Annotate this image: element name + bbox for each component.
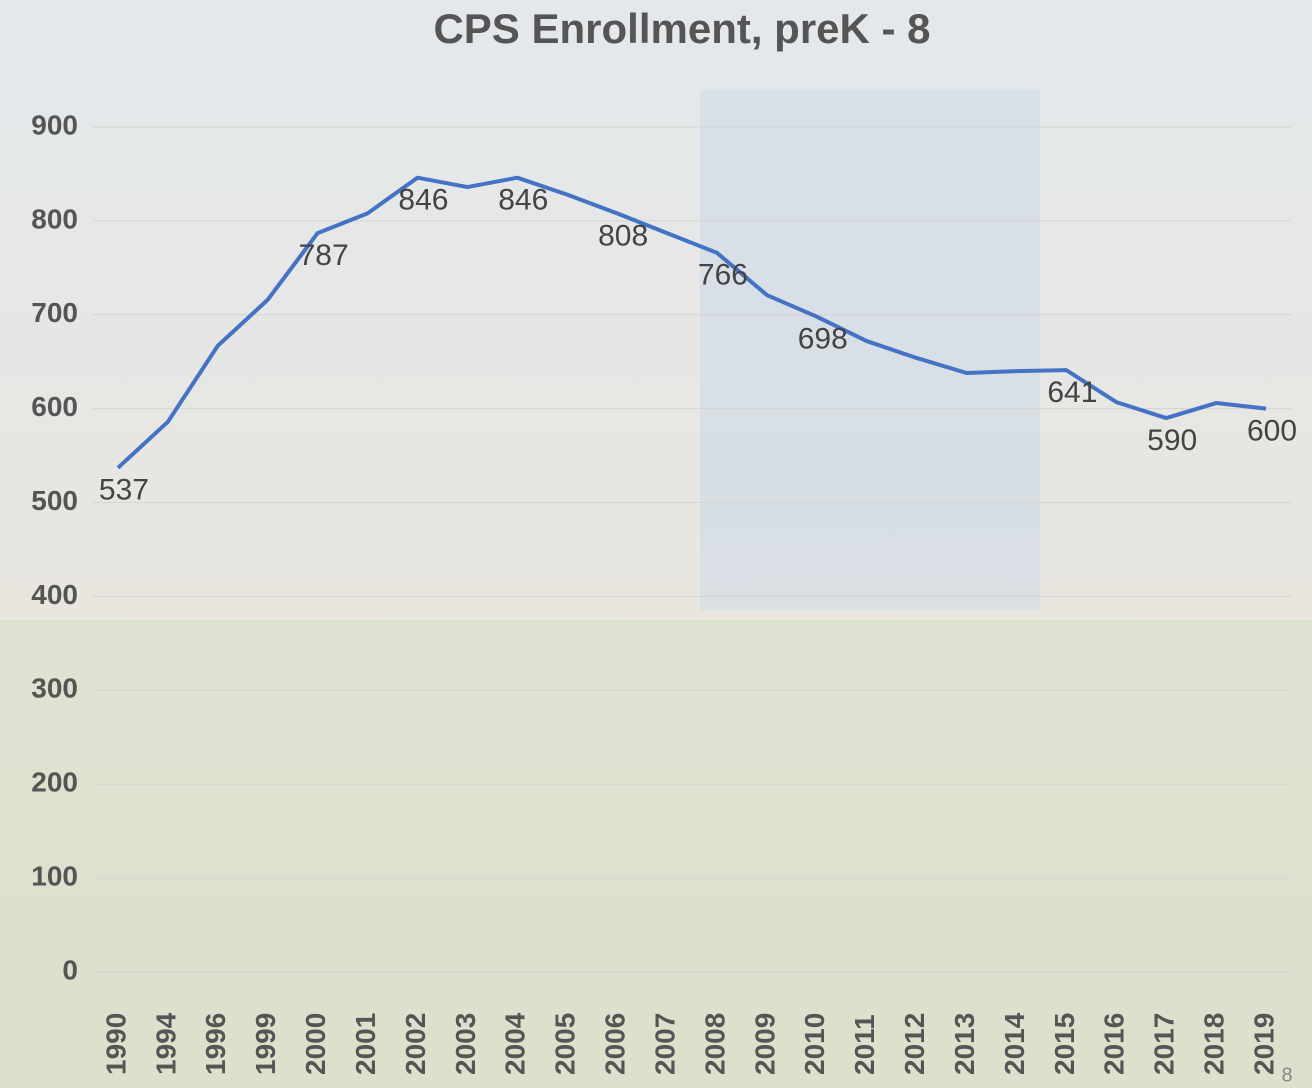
x-tick-label: 2004 xyxy=(500,1012,531,1075)
y-tick-label: 200 xyxy=(31,767,78,798)
x-tick-label: 2011 xyxy=(849,1014,880,1075)
x-tick-label: 1994 xyxy=(150,1012,181,1075)
x-tick-label: 2001 xyxy=(350,1013,381,1075)
x-tick-label: 2006 xyxy=(600,1013,631,1075)
data-label: 846 xyxy=(398,184,448,217)
x-tick-label: 1990 xyxy=(100,1013,131,1075)
x-tick-label: 2012 xyxy=(899,1013,930,1075)
data-label: 537 xyxy=(99,474,149,507)
x-tick-label: 2013 xyxy=(949,1013,980,1075)
x-tick-label: 2019 xyxy=(1248,1013,1279,1075)
x-tick-label: 2003 xyxy=(450,1013,481,1075)
y-tick-label: 800 xyxy=(31,203,78,234)
x-tick-label: 2018 xyxy=(1199,1013,1230,1075)
data-label: 766 xyxy=(698,259,748,292)
x-tick-label: 2002 xyxy=(400,1013,431,1075)
data-label: 787 xyxy=(299,239,349,272)
x-tick-label: 2016 xyxy=(1099,1013,1130,1075)
background-building xyxy=(700,90,1040,610)
x-tick-label: 1999 xyxy=(250,1013,281,1075)
x-tick-label: 1996 xyxy=(200,1013,231,1075)
x-tick-label: 2015 xyxy=(1049,1013,1080,1075)
x-tick-label: 2014 xyxy=(999,1012,1030,1075)
chart: CPS Enrollment, preK - 8 8 0 100 200 300 400… xyxy=(0,0,1312,1088)
x-tick-label: 2000 xyxy=(300,1013,331,1075)
y-tick-label: 600 xyxy=(31,391,78,422)
x-tick-label: 2005 xyxy=(550,1013,581,1075)
x-tick-label: 2010 xyxy=(799,1013,830,1075)
y-tick-label: 500 xyxy=(31,485,78,516)
y-tick-label: 400 xyxy=(31,579,78,610)
data-label: 808 xyxy=(598,219,648,252)
x-tick-label: 2009 xyxy=(749,1013,780,1075)
y-tick-label: 900 xyxy=(31,109,78,140)
x-tick-label: 2017 xyxy=(1149,1013,1180,1075)
data-label: 641 xyxy=(1047,376,1097,409)
data-label: 600 xyxy=(1247,415,1297,448)
chart-title: CPS Enrollment, preK - 8 xyxy=(433,5,930,52)
y-tick-label: 700 xyxy=(31,297,78,328)
y-tick-label: 0 xyxy=(62,954,78,985)
y-tick-label: 100 xyxy=(31,861,78,892)
x-tick-label: 2007 xyxy=(649,1013,680,1075)
page-number: 8 xyxy=(1281,1064,1292,1086)
x-tick-label: 2008 xyxy=(699,1013,730,1075)
data-label: 846 xyxy=(498,184,548,217)
data-label: 698 xyxy=(798,323,848,356)
y-tick-label: 300 xyxy=(31,673,78,704)
data-label: 590 xyxy=(1147,424,1197,457)
